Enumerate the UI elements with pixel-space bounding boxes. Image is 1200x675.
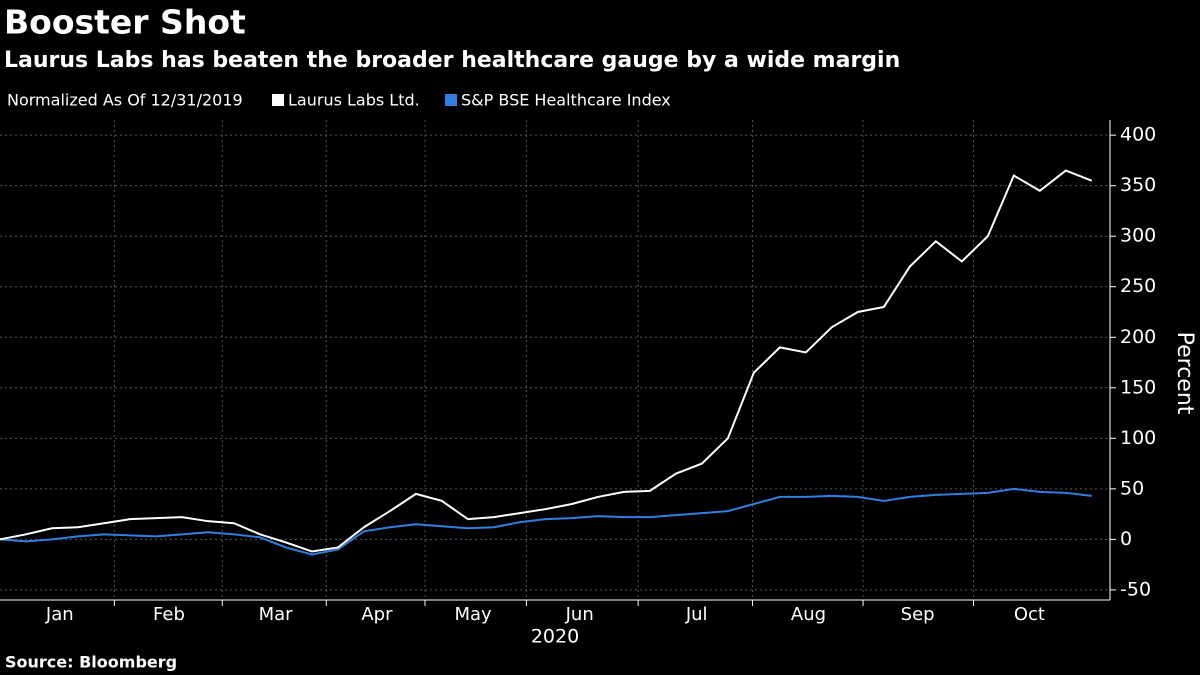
x-tick-label: Jan: [45, 604, 74, 625]
legend-label: Laurus Labs Ltd.: [288, 91, 420, 110]
x-tick-label: Apr: [361, 604, 393, 625]
y-tick-label: 50: [1120, 477, 1144, 499]
chart-title: Booster Shot: [4, 3, 246, 42]
note: Normalized As Of 12/31/2019: [7, 91, 243, 110]
y-tick-label: -50: [1120, 578, 1151, 600]
y-axis-label: Percent: [1172, 332, 1197, 415]
y-tick-label: 150: [1120, 376, 1156, 398]
x-axis-label: 2020: [531, 626, 579, 648]
x-tick-label: Feb: [153, 604, 185, 625]
series-line: [0, 487, 1092, 556]
legend-swatch: [272, 94, 284, 106]
series-line: [0, 169, 1093, 553]
x-tick-label: Sep: [901, 604, 935, 625]
x-tick-label: Jul: [685, 604, 708, 625]
x-tick-label: Aug: [791, 604, 826, 625]
y-tick-label: 350: [1120, 174, 1156, 196]
y-tick-label: 0: [1120, 528, 1132, 550]
y-tick-label: 100: [1120, 427, 1156, 449]
legend-label: S&P BSE Healthcare Index: [461, 91, 671, 110]
x-tick-label: May: [455, 604, 493, 625]
y-tick-label: 400: [1120, 124, 1156, 146]
x-tick-label: Oct: [1014, 604, 1045, 625]
y-tick-label: 250: [1120, 275, 1156, 297]
y-tick-label: 300: [1120, 225, 1156, 247]
source: Source: Bloomberg: [5, 653, 177, 672]
y-tick-label: 200: [1120, 326, 1156, 348]
x-tick-label: Jun: [565, 604, 594, 625]
chart-subtitle: Laurus Labs has beaten the broader healt…: [4, 48, 900, 73]
legend-swatch: [445, 94, 457, 106]
x-tick-label: Mar: [259, 604, 294, 625]
